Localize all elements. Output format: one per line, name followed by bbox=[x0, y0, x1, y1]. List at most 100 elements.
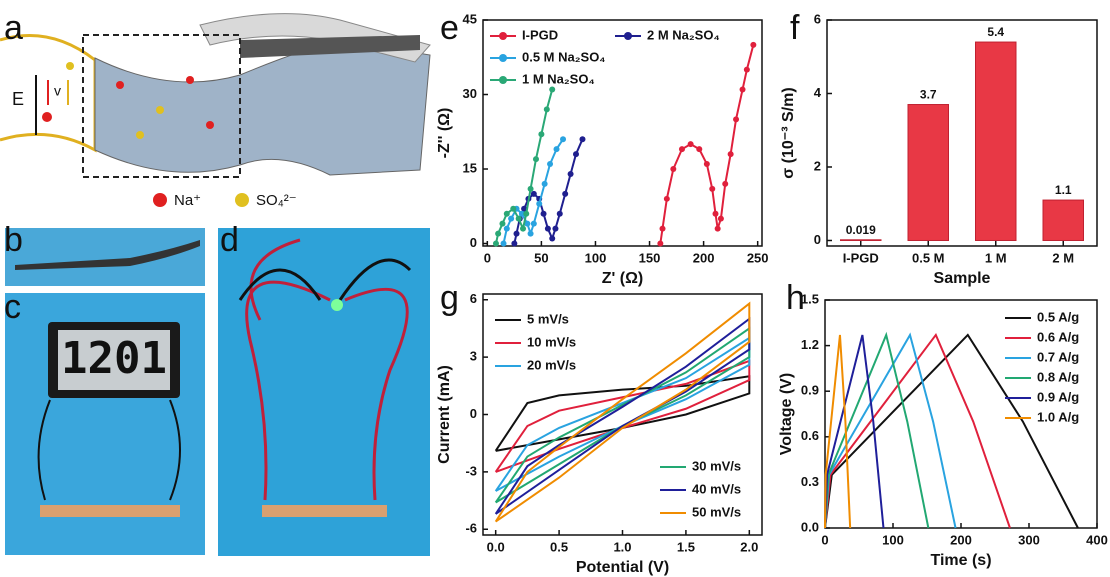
ion bbox=[186, 76, 194, 84]
point bbox=[679, 146, 685, 152]
panel-label: a bbox=[4, 9, 23, 47]
point bbox=[715, 226, 721, 232]
point bbox=[547, 161, 553, 167]
point bbox=[504, 226, 510, 232]
ion bbox=[136, 131, 144, 139]
velocity-label: v bbox=[54, 83, 61, 99]
legend-marker bbox=[235, 193, 249, 207]
x-tick-label: 200 bbox=[950, 532, 972, 547]
point bbox=[510, 206, 516, 212]
point bbox=[520, 226, 526, 232]
y-tick-label: 0.3 bbox=[801, 474, 819, 489]
bar bbox=[841, 240, 882, 241]
series-line bbox=[496, 90, 552, 244]
point bbox=[504, 211, 510, 217]
x-tick-label: 0.5 bbox=[550, 539, 568, 554]
y-tick-label: 0.9 bbox=[801, 383, 819, 398]
membrane bbox=[95, 40, 430, 175]
series-line bbox=[825, 335, 956, 528]
data-label: 3.7 bbox=[920, 88, 937, 102]
legend-marker bbox=[153, 193, 167, 207]
x-tick-label: 300 bbox=[1018, 532, 1040, 547]
point bbox=[523, 211, 529, 217]
photo-b bbox=[5, 228, 205, 286]
legend-label: 0.9 A/g bbox=[1037, 389, 1079, 404]
legend-label: 1.0 A/g bbox=[1037, 409, 1079, 424]
point bbox=[560, 136, 566, 142]
legend-label: 5 mV/s bbox=[527, 311, 569, 326]
point bbox=[536, 201, 542, 207]
data-label: 1.1 bbox=[1055, 183, 1072, 197]
point bbox=[573, 151, 579, 157]
x-tick-label: 0.0 bbox=[487, 539, 505, 554]
point bbox=[499, 221, 505, 227]
point bbox=[511, 241, 517, 247]
series-line bbox=[496, 328, 750, 502]
x-axis-title: Time (s) bbox=[930, 552, 991, 569]
plot-frame bbox=[483, 294, 762, 535]
point bbox=[660, 226, 666, 232]
figure: E v Na⁺ SO₄²⁻ 1201 a b c d eZ' (Ω)-Z'' (… bbox=[0, 0, 1110, 577]
y-tick-label: -3 bbox=[465, 463, 477, 478]
x-axis-title: Sample bbox=[934, 270, 991, 287]
x-tick-label: 0.5 M bbox=[912, 250, 945, 265]
point bbox=[696, 146, 702, 152]
point bbox=[657, 241, 663, 247]
point bbox=[508, 216, 514, 222]
point bbox=[722, 181, 728, 187]
point bbox=[557, 211, 563, 217]
legend-marker bbox=[499, 54, 507, 62]
y-axis-title: -Z'' (Ω) bbox=[436, 108, 453, 159]
ion bbox=[66, 62, 74, 70]
point bbox=[733, 116, 739, 122]
panel-label: g bbox=[440, 279, 459, 317]
legend-label: 1 M Na₂SO₄ bbox=[522, 71, 595, 86]
legend-label: Na⁺ bbox=[174, 192, 201, 209]
copper-strip bbox=[40, 505, 180, 517]
schematic: E v Na⁺ SO₄²⁻ bbox=[0, 14, 430, 209]
y-tick-label: 6 bbox=[814, 11, 821, 26]
x-tick-label: 2 M bbox=[1052, 250, 1074, 265]
point bbox=[493, 241, 499, 247]
data-label: 0.019 bbox=[846, 223, 876, 237]
point bbox=[728, 151, 734, 157]
meter-display: 1201 bbox=[61, 333, 167, 384]
point bbox=[750, 42, 756, 48]
legend-label: 20 mV/s bbox=[527, 357, 576, 372]
point bbox=[544, 106, 550, 112]
legend-label: SO₄²⁻ bbox=[256, 192, 297, 209]
point bbox=[542, 181, 548, 187]
x-tick-label: 0 bbox=[821, 532, 828, 547]
y-axis-title: σ (10⁻³ S/m) bbox=[780, 87, 797, 178]
panel-label: b bbox=[4, 221, 23, 259]
legend-label: 0.5 M Na₂SO₄ bbox=[522, 49, 606, 64]
y-tick-label: 0 bbox=[470, 235, 477, 250]
y-tick-label: 45 bbox=[463, 11, 477, 26]
point bbox=[495, 231, 501, 237]
bar bbox=[976, 42, 1017, 240]
y-tick-label: 1.5 bbox=[801, 291, 819, 306]
point bbox=[709, 186, 715, 192]
series-line bbox=[496, 361, 750, 472]
point bbox=[549, 236, 555, 242]
x-tick-label: 1.5 bbox=[677, 539, 695, 554]
panel-label: e bbox=[440, 9, 459, 47]
y-axis-title: Voltage (V) bbox=[778, 373, 795, 455]
point bbox=[549, 87, 555, 93]
legend-label: 40 mV/s bbox=[692, 481, 741, 496]
point bbox=[538, 131, 544, 137]
point bbox=[579, 136, 585, 142]
x-tick-label: 0 bbox=[484, 250, 491, 265]
y-tick-label: 30 bbox=[463, 86, 477, 101]
ion bbox=[156, 106, 164, 114]
point bbox=[545, 226, 551, 232]
x-axis-title: Z' (Ω) bbox=[602, 270, 644, 287]
copper-strip bbox=[262, 505, 387, 517]
legend-label: 0.8 A/g bbox=[1037, 369, 1079, 384]
legend-label: I-PGD bbox=[522, 27, 558, 42]
y-tick-label: 4 bbox=[814, 85, 822, 100]
x-tick-label: I-PGD bbox=[843, 250, 879, 265]
y-tick-label: 0 bbox=[814, 232, 821, 247]
point bbox=[664, 196, 670, 202]
x-tick-label: 100 bbox=[882, 532, 904, 547]
